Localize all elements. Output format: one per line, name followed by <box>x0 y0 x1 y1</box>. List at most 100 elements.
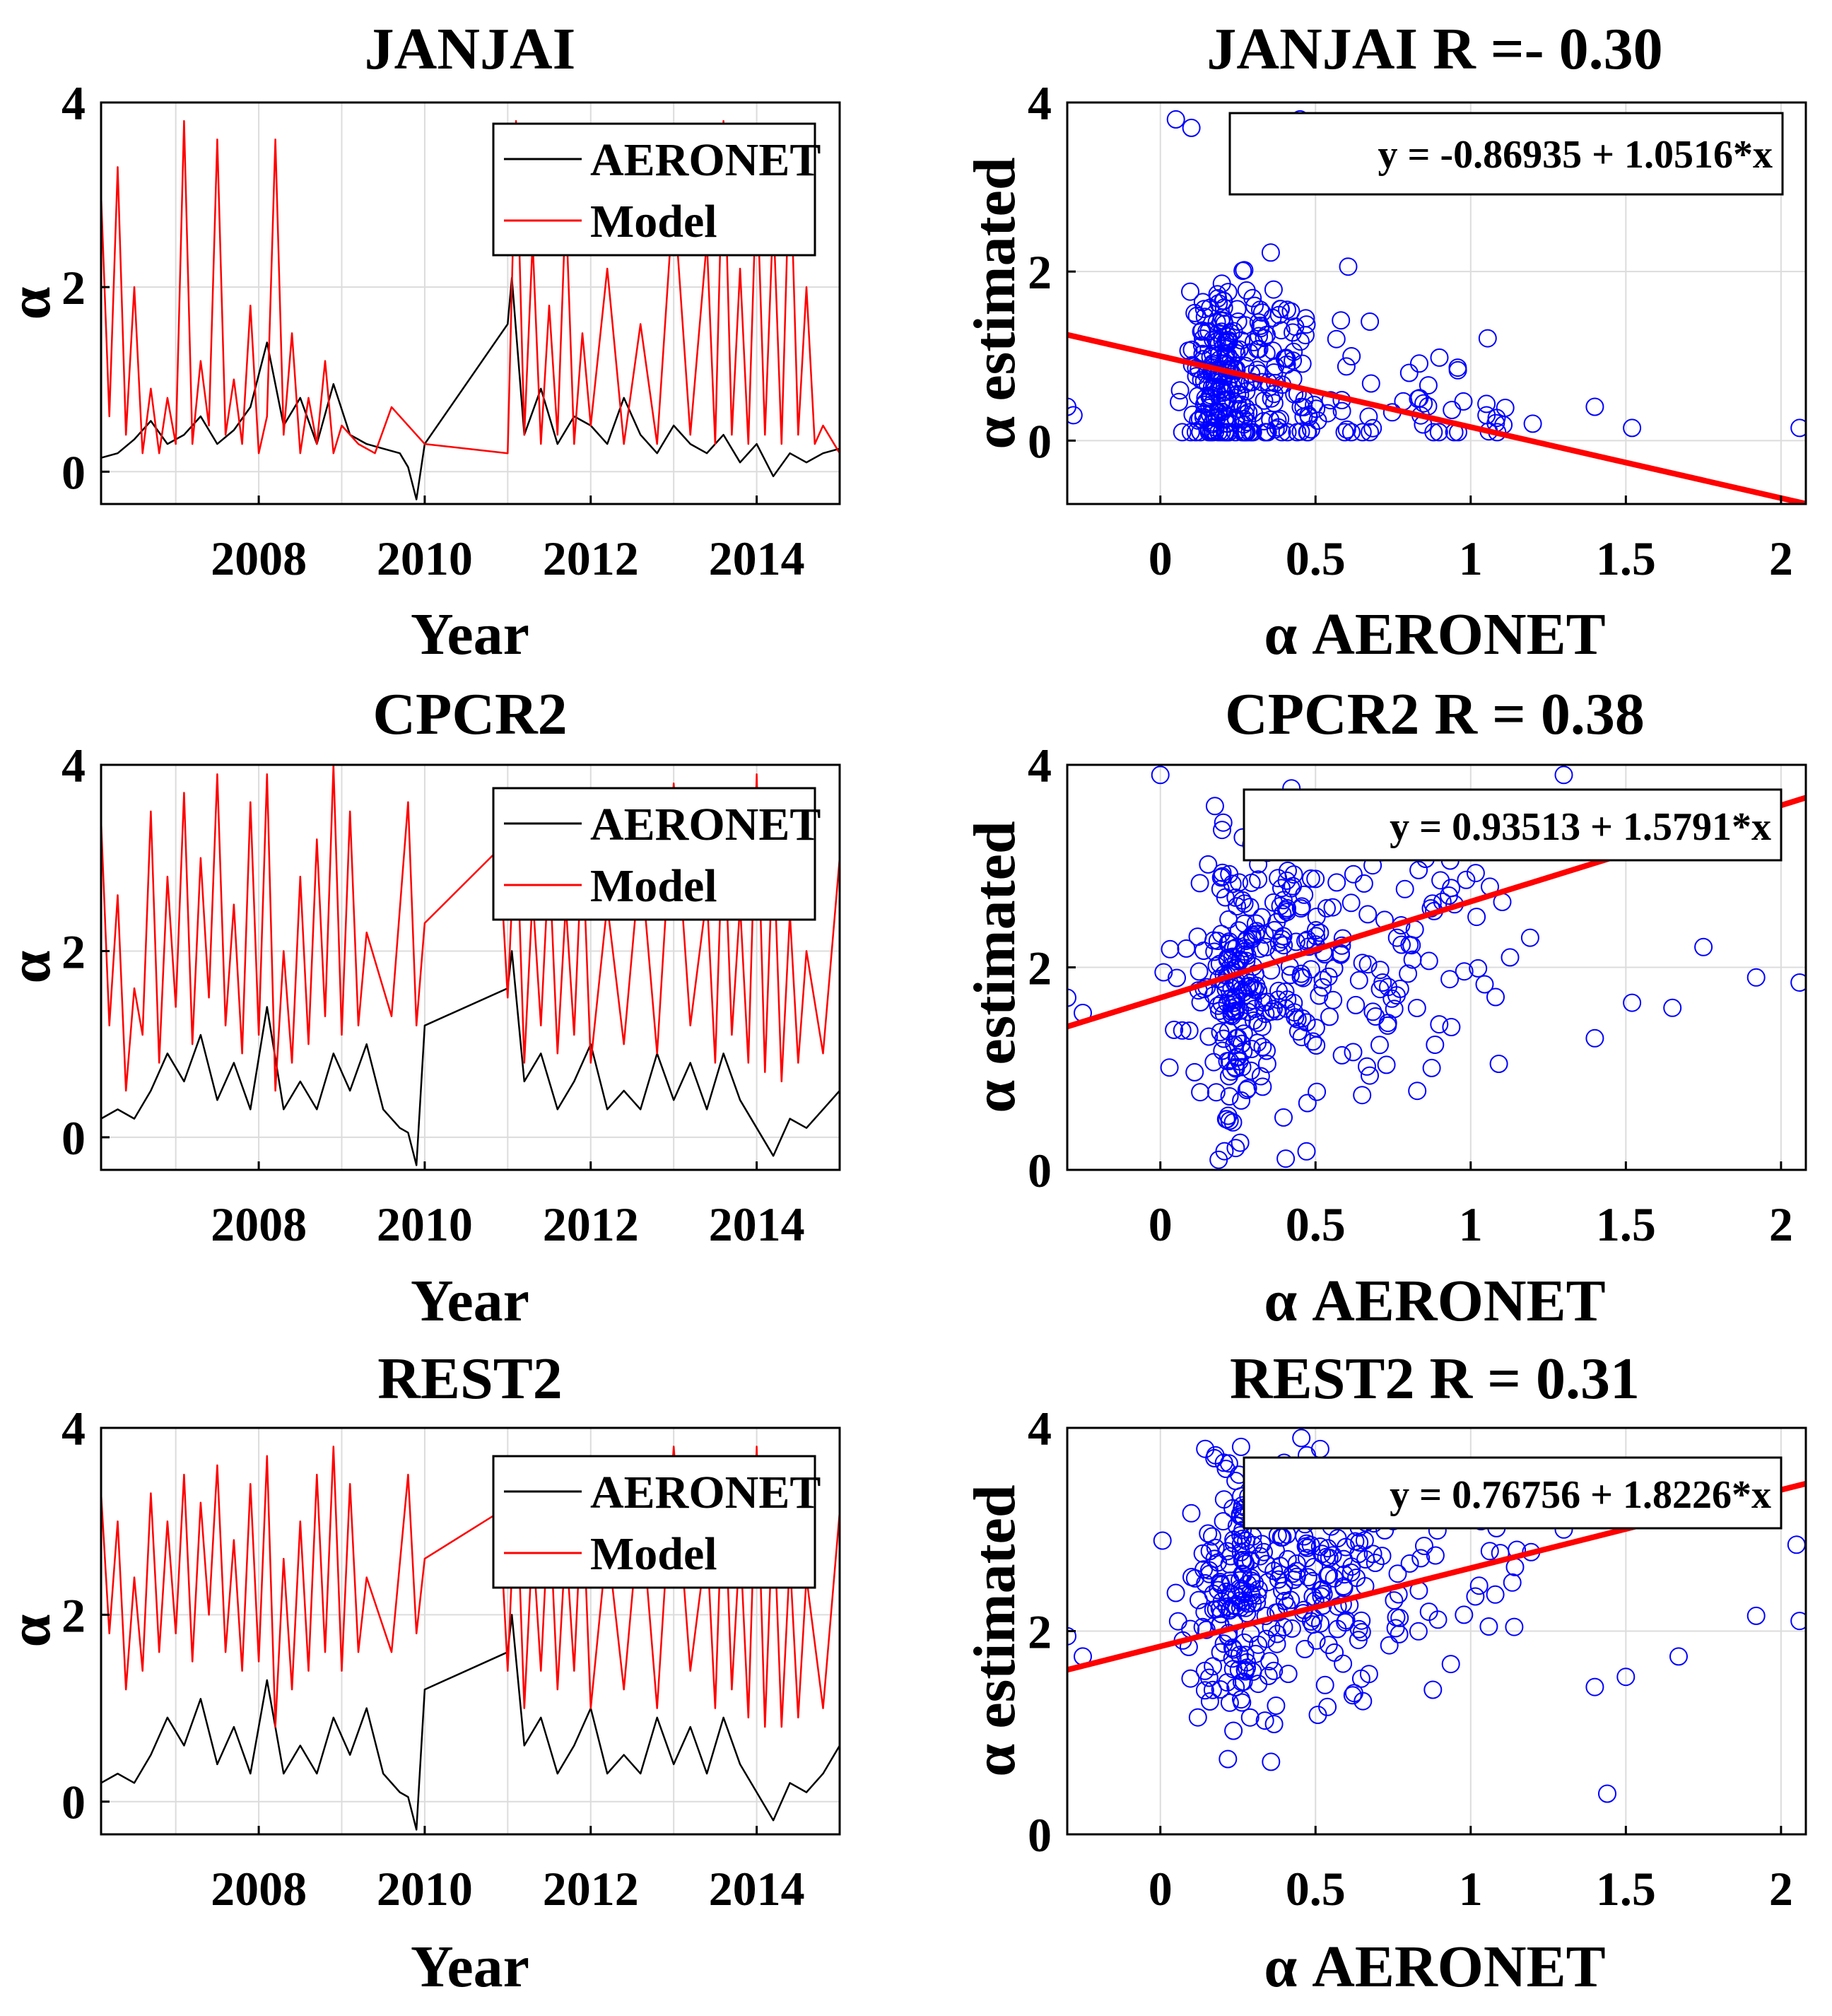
scatter-point <box>1337 420 1356 439</box>
scatter-point <box>1363 418 1382 438</box>
x-tick-label: 0 <box>1149 1197 1173 1251</box>
scatter-point <box>1486 1585 1505 1604</box>
panel-title: REST2 <box>377 1346 562 1412</box>
scatter-point <box>1240 898 1260 917</box>
scatter-point <box>1585 397 1604 416</box>
scatter-point <box>1257 1041 1276 1060</box>
scatter-point <box>1224 1721 1243 1740</box>
scatter-point <box>1220 1087 1239 1106</box>
scatter-point <box>1585 1677 1604 1696</box>
scatter-point <box>1399 363 1419 382</box>
scatter-point <box>1231 1542 1250 1561</box>
y-axis-label: α <box>0 1614 63 1647</box>
y-tick-label: 2 <box>1028 245 1052 299</box>
y-axis-label: α <box>0 286 63 320</box>
scatter-point <box>1279 861 1297 880</box>
scatter-point <box>1194 329 1212 348</box>
scatter-point <box>1228 897 1246 916</box>
scatter-point <box>1341 1563 1361 1582</box>
x-tick-label: 2 <box>1769 1197 1793 1251</box>
scatter-point <box>1196 1439 1215 1458</box>
scatter-point <box>1288 423 1307 442</box>
scatter-point <box>1287 1554 1306 1573</box>
scatter-point <box>1466 1587 1485 1606</box>
scatter-point <box>1297 315 1316 334</box>
scatter-point <box>1211 1680 1230 1699</box>
scatter-point <box>1213 821 1231 840</box>
scatter-point <box>1455 1605 1474 1624</box>
scatter-point <box>1251 1067 1270 1086</box>
scatter-point <box>1598 1784 1616 1803</box>
scatter-point <box>1250 327 1269 346</box>
y-tick-label: 0 <box>1028 1808 1052 1862</box>
scatter-point <box>1323 1546 1342 1565</box>
scatter-point <box>1219 332 1238 351</box>
scatter-point <box>1298 1568 1317 1587</box>
scatter-point <box>1211 1023 1230 1042</box>
scatter-point <box>1354 874 1373 893</box>
scatter-point <box>1332 311 1351 330</box>
scatter-point <box>1286 932 1305 951</box>
scatter-point <box>1288 1009 1307 1028</box>
scatter-point <box>1291 332 1310 351</box>
scatter-point <box>1223 874 1242 893</box>
scatter-point <box>1694 937 1713 956</box>
y-tick-label: 4 <box>61 739 86 792</box>
scatter-point <box>1214 1453 1233 1472</box>
scatter-point <box>1274 936 1293 955</box>
scatter-point <box>1203 1680 1222 1699</box>
x-axis-label: Year <box>411 602 529 667</box>
scatter-point <box>1377 1055 1396 1074</box>
x-tick-label: 1.5 <box>1596 1197 1656 1251</box>
series-line-aeronet <box>101 950 840 1166</box>
scatter-point <box>1204 344 1223 363</box>
scatter-point <box>1349 1545 1368 1564</box>
x-tick-label: 2010 <box>377 1197 473 1251</box>
scatter-point <box>1255 423 1274 442</box>
scatter-point <box>1276 999 1296 1018</box>
scatter-point <box>1204 1053 1223 1072</box>
scatter-point <box>1505 1617 1524 1636</box>
y-tick-label: 0 <box>61 1776 86 1829</box>
x-axis-label: Year <box>411 1934 529 2000</box>
scatter-point <box>1193 1544 1212 1563</box>
scatter-point <box>1267 1634 1286 1653</box>
scatter-point <box>1067 988 1076 1007</box>
scatter-point <box>1344 1684 1363 1703</box>
scatter-point <box>1475 975 1494 994</box>
y-axis-label: α estimated <box>962 157 1028 449</box>
scatter-point <box>1746 968 1766 987</box>
scatter-point <box>1238 1079 1257 1098</box>
scatter-point <box>1232 1034 1251 1053</box>
scatter-point <box>1189 411 1208 430</box>
scatter-point <box>1245 980 1264 1000</box>
x-tick-label: 2008 <box>211 1862 307 1916</box>
fit-equation: y = 0.93513 + 1.5791*x <box>1390 805 1771 849</box>
x-tick-label: 2012 <box>543 1862 639 1916</box>
scatter-point <box>1218 1052 1237 1071</box>
scatter-point <box>1235 942 1254 961</box>
scatter-point <box>1166 110 1185 129</box>
scatter-point <box>1409 1622 1428 1641</box>
scatter-point <box>1243 373 1262 392</box>
y-tick-label: 0 <box>1028 1144 1052 1197</box>
scatter-point <box>1790 1612 1806 1631</box>
scatter-point <box>1347 1569 1366 1587</box>
scatter-point <box>1306 1019 1325 1038</box>
scatter-point <box>1264 1715 1284 1733</box>
scatter-point <box>1234 1024 1253 1043</box>
scatter-point <box>1243 978 1262 997</box>
y-tick-label: 4 <box>61 76 86 130</box>
scatter-point <box>1332 1045 1351 1065</box>
scatter-point <box>1306 869 1325 889</box>
series-line-model <box>101 765 840 1092</box>
scatter-point <box>1205 797 1224 816</box>
scatter-point <box>1199 1027 1219 1046</box>
scatter-point <box>1478 329 1497 348</box>
x-tick-label: 1 <box>1459 1862 1483 1916</box>
scatter-point <box>1268 411 1287 430</box>
scatter-point <box>1248 1013 1267 1032</box>
scatter-point <box>1363 1545 1382 1564</box>
scatter-point <box>1242 1040 1261 1058</box>
